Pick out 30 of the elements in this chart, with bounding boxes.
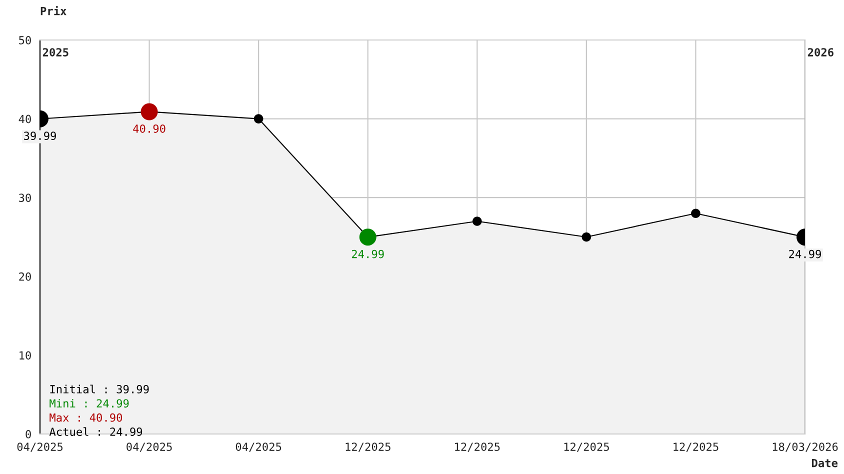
x-tick-label: 18/03/2026 xyxy=(772,442,838,452)
data-label: 24.99 xyxy=(352,250,384,258)
point xyxy=(691,208,700,218)
x-axis-title: Date xyxy=(812,458,838,468)
x-tick-label: 12/2025 xyxy=(455,442,500,452)
annotation: Actuel : 24.99 xyxy=(49,427,142,436)
annotation: Initial : 39.99 xyxy=(50,384,149,394)
x-tick-label: 04/2025 xyxy=(236,442,282,452)
x-tick-label: 12/2025 xyxy=(346,442,390,452)
point xyxy=(472,216,482,226)
annotation: 2025 xyxy=(42,48,68,56)
y-tick-label: 40 xyxy=(18,114,31,124)
x-tick-label: 12/2025 xyxy=(674,442,718,452)
x-tick-label: 12/2025 xyxy=(564,442,609,452)
x-tick-label: 04/2025 xyxy=(126,442,172,452)
data-label: 40.90 xyxy=(133,124,166,133)
y-axis-title: Prix xyxy=(40,6,66,16)
annotation: Max : 40.90 xyxy=(50,413,122,422)
data-label: 24.99 xyxy=(789,250,821,258)
y-tick-label: 30 xyxy=(19,194,31,202)
text: 2026 xyxy=(808,48,834,56)
x-tick-label: 04/2025 xyxy=(17,442,63,452)
annotation: Mini : 24.99 xyxy=(50,398,129,408)
point xyxy=(254,114,264,124)
data-label: 39.99 xyxy=(24,132,56,140)
point xyxy=(582,232,592,242)
y-tick-label: 50 xyxy=(19,36,31,44)
y-tick-label: 10 xyxy=(20,351,31,360)
y-tick-label: 0 xyxy=(26,430,31,438)
y-tick-label: 20 xyxy=(19,272,31,281)
